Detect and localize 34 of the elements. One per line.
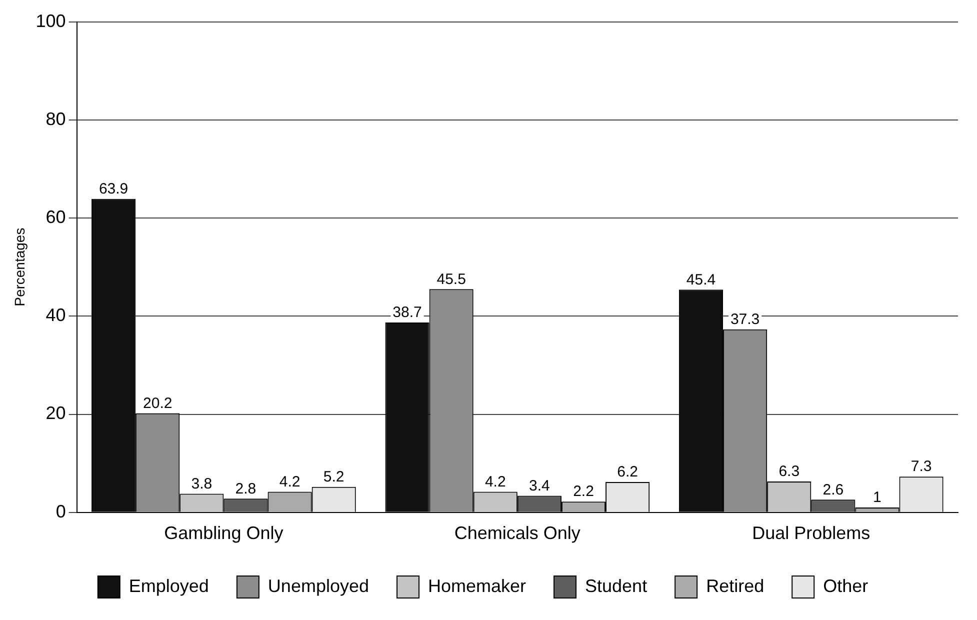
data-label: 2.6 xyxy=(822,481,844,498)
data-label: 1 xyxy=(873,489,882,506)
data-label: 45.4 xyxy=(686,271,716,288)
data-label: 38.7 xyxy=(392,304,422,322)
data-label: 6.3 xyxy=(778,463,800,480)
data-label: 6.2 xyxy=(617,464,638,481)
data-label: 5.2 xyxy=(323,468,344,486)
data-label: 63.9 xyxy=(98,180,128,198)
x-tick-label: Chemicals Only xyxy=(454,523,580,544)
y-tick-label: 0 xyxy=(56,501,66,522)
data-label: 37.3 xyxy=(730,311,760,328)
data-label: 20.2 xyxy=(143,394,172,412)
legend-label: Homemaker xyxy=(428,576,526,596)
data-label: 3.8 xyxy=(191,475,212,492)
y-tick-label: 80 xyxy=(46,108,66,129)
legend-label: Student xyxy=(585,576,648,596)
legend-label: Unemployed xyxy=(268,576,369,596)
data-label: 3.4 xyxy=(529,477,550,494)
data-label: 45.5 xyxy=(436,270,466,288)
data-label: 7.3 xyxy=(910,458,932,476)
data-label: 2.2 xyxy=(573,483,594,500)
legend-label: Retired xyxy=(706,576,764,596)
y-tick-label: 40 xyxy=(46,305,66,326)
y-tick-label: 60 xyxy=(46,207,66,228)
x-tick-label: Gambling Only xyxy=(164,523,284,544)
y-tick-label: 20 xyxy=(46,403,66,424)
data-label: 4.2 xyxy=(484,473,506,490)
legend-label: Employed xyxy=(128,576,209,596)
data-label: 4.2 xyxy=(279,473,300,490)
y-tick-label: 100 xyxy=(36,10,66,31)
x-tick-label: Dual Problems xyxy=(752,523,870,544)
legend-label: Other xyxy=(823,576,868,596)
y-axis-title: Percentages xyxy=(11,228,28,306)
data-label: 2.8 xyxy=(235,480,256,498)
